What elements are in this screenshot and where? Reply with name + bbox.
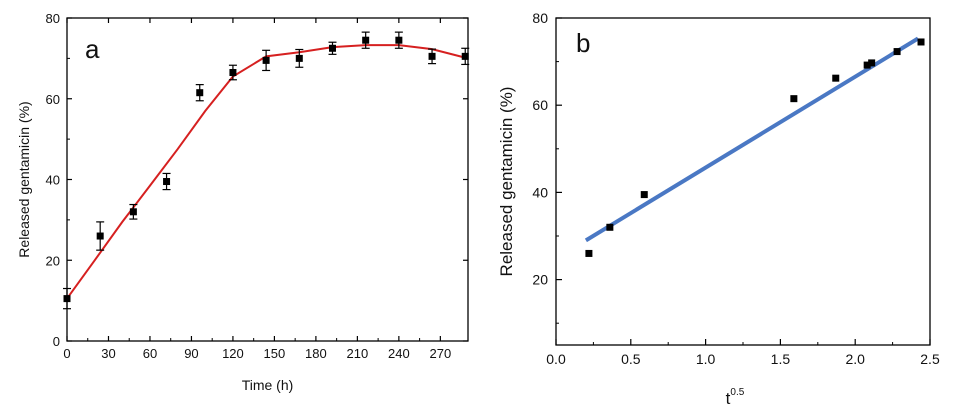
x-tick-label-a: 150 <box>264 346 286 361</box>
y-tick-label-a: 60 <box>46 92 60 107</box>
x-tick-label-b: 1.0 <box>696 351 716 367</box>
fit-line-b <box>584 36 920 243</box>
plot-frame-a <box>66 17 469 342</box>
y-tick-label-a: 80 <box>46 11 60 26</box>
data-point-a <box>461 52 469 60</box>
data-point-a <box>163 178 171 186</box>
data-point-a <box>196 89 204 97</box>
x-axis-label-sup-b: 0.5 <box>730 387 744 398</box>
x-tick-label-a: 60 <box>143 346 157 361</box>
data-point-a <box>96 232 104 240</box>
data-point-a <box>362 36 370 44</box>
data-point-b <box>868 59 876 67</box>
x-tick-label-a: 30 <box>101 346 115 361</box>
x-tick-label-b: 2.0 <box>845 351 865 367</box>
y-tick-label-b: 80 <box>532 10 548 26</box>
y-tick-label-a: 20 <box>46 253 60 268</box>
data-point-b <box>917 38 925 46</box>
x-tick-label-a: 90 <box>184 346 198 361</box>
panel-label-a: a <box>85 34 100 64</box>
data-point-b <box>606 223 614 231</box>
data-point-a <box>328 44 336 52</box>
data-point-b <box>863 61 871 69</box>
panel-a-chart: 0 30 60 90 120 150 180 210 240 270 0 20 40 60 80 Time (… <box>16 11 470 393</box>
y-axis-label-b: Released gentamicin (%) <box>497 87 516 277</box>
x-axis-label-base-b: t <box>726 389 731 408</box>
data-point-a <box>262 56 270 64</box>
x-tick-label-a: 270 <box>429 346 451 361</box>
x-tick-label-b: 0.0 <box>546 351 566 367</box>
y-axis-label-a: Released gentamicin (%) <box>16 101 32 257</box>
x-axis-label-a: Time (h) <box>242 377 294 393</box>
fit-line-a <box>66 44 469 300</box>
x-tick-label-b: 2.5 <box>920 351 940 367</box>
y-tick-label-b: 20 <box>532 272 548 288</box>
x-tick-label-a: 0 <box>63 346 70 361</box>
data-point-b <box>585 249 593 257</box>
data-point-a <box>295 54 303 62</box>
data-point-b <box>640 191 648 199</box>
data-point-a <box>428 52 436 60</box>
data-point-b <box>893 48 901 56</box>
data-point-a <box>229 69 237 77</box>
x-axis-label-b: t0.5 <box>726 387 745 408</box>
x-tick-label-a: 240 <box>388 346 410 361</box>
x-tick-label-a: 180 <box>305 346 327 361</box>
data-point-a <box>129 208 137 216</box>
data-point-a <box>63 295 71 303</box>
x-tick-label-a: 210 <box>347 346 369 361</box>
y-tick-label-b: 60 <box>532 97 548 113</box>
data-point-b <box>790 95 798 103</box>
data-point-b <box>832 74 840 82</box>
y-tick-label-a: 40 <box>46 173 60 188</box>
panel-label-b: b <box>576 28 590 58</box>
x-tick-label-b: 0.5 <box>621 351 641 367</box>
y-tick-label-b: 40 <box>532 184 548 200</box>
x-tick-label-b: 1.5 <box>771 351 791 367</box>
x-tick-label-a: 120 <box>222 346 244 361</box>
y-tick-label-a: 0 <box>53 334 60 349</box>
data-point-a <box>395 36 403 44</box>
